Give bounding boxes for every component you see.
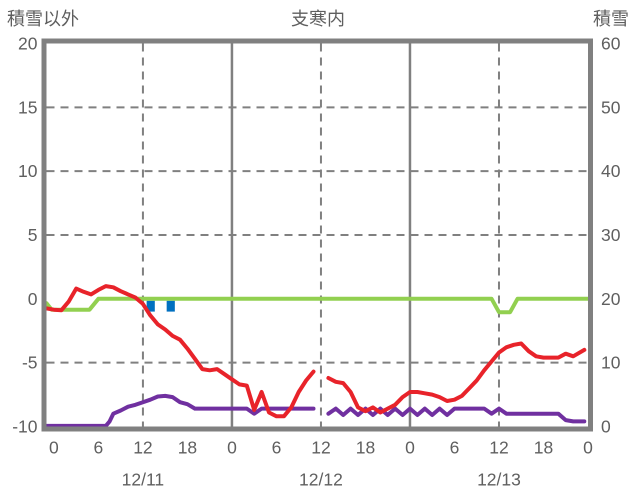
left-axis-tick: 5 [28, 225, 38, 245]
left-axis-tick: -10 [12, 417, 38, 437]
precip-blue-bars [146, 300, 155, 312]
hour-tick: 12 [311, 438, 330, 458]
hour-tick: 12 [489, 438, 508, 458]
hour-tick: 0 [49, 438, 59, 458]
plot-frame [41, 38, 593, 432]
right-axis-tick: 20 [601, 289, 621, 309]
date-label: 12/13 [477, 470, 521, 490]
left-axis-title: 積雪以外 [7, 9, 79, 29]
left-axis-tick: 20 [18, 34, 38, 54]
hour-tick: 18 [178, 438, 197, 458]
left-axis-tick: 10 [18, 161, 38, 181]
hour-tick: 6 [450, 438, 460, 458]
left-axis-tick: 0 [28, 289, 38, 309]
date-label: 12/11 [122, 470, 165, 490]
hour-tick: 12 [133, 438, 152, 458]
hour-tick: 6 [272, 438, 282, 458]
right-axis-title: 積雪 [593, 9, 629, 29]
date-label: 12/12 [299, 470, 343, 490]
hour-tick: 0 [405, 438, 415, 458]
hour-tick: 0 [227, 438, 237, 458]
snow-depth-green-line [44, 296, 590, 315]
right-axis-tick: 10 [601, 353, 621, 373]
purple-line [44, 393, 316, 428]
hour-tick: 0 [583, 438, 593, 458]
precip-blue-bars [166, 300, 175, 312]
left-axis-tick: 15 [18, 97, 37, 117]
right-axis-tick: 40 [601, 161, 621, 181]
right-axis-tick: 50 [601, 97, 621, 117]
chart-title: 支寒内 [291, 9, 345, 29]
right-axis-tick: 0 [601, 417, 611, 437]
hour-tick: 18 [356, 438, 375, 458]
left-axis-tick: -5 [22, 353, 38, 373]
temperature-red-line [326, 341, 587, 415]
right-axis-tick: 60 [601, 34, 621, 54]
hour-tick: 18 [534, 438, 553, 458]
hour-tick: 6 [94, 438, 104, 458]
temperature-red-line [44, 284, 316, 419]
right-axis-tick: 30 [601, 225, 621, 245]
